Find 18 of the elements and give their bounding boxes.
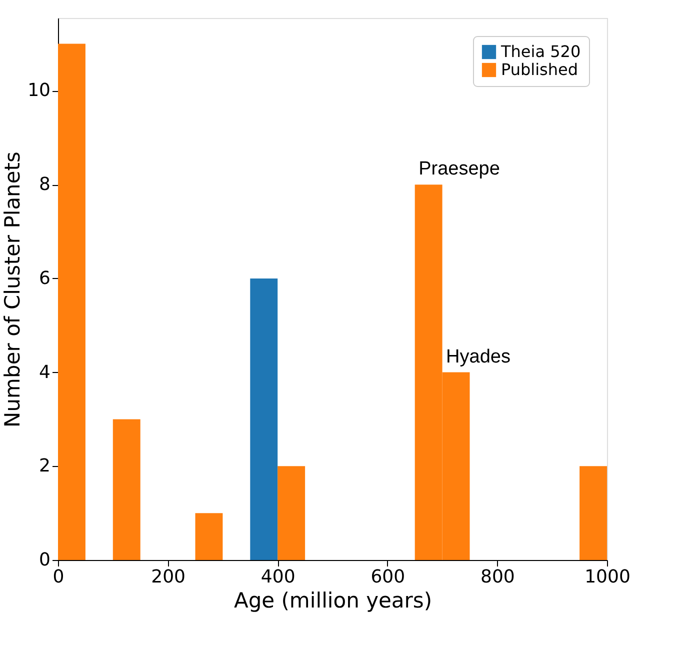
x-tick-label: 600	[370, 566, 406, 588]
y-axis-title: Number of Cluster Planets	[0, 152, 25, 428]
y-tick-label: 10	[28, 80, 50, 102]
x-axis-title: Age (million years)	[234, 588, 432, 612]
legend-label: Published	[501, 60, 578, 79]
annotation: Praesepe	[418, 158, 500, 180]
x-tick-label: 1000	[584, 566, 630, 588]
y-tick-label: 0	[39, 550, 50, 570]
legend-label: Theia 520	[500, 42, 581, 61]
annotation: Hyades	[446, 346, 510, 368]
x-tick-label: 400	[260, 566, 296, 588]
y-tick-label: 4	[39, 362, 50, 383]
y-tick-label: 8	[39, 174, 50, 196]
x-tick-label: 0	[52, 566, 64, 588]
y-tick-label: 2	[39, 456, 50, 477]
y-tick-label: 6	[39, 268, 50, 289]
x-tick-label: 800	[480, 566, 515, 588]
x-tick-label: 200	[151, 566, 186, 588]
